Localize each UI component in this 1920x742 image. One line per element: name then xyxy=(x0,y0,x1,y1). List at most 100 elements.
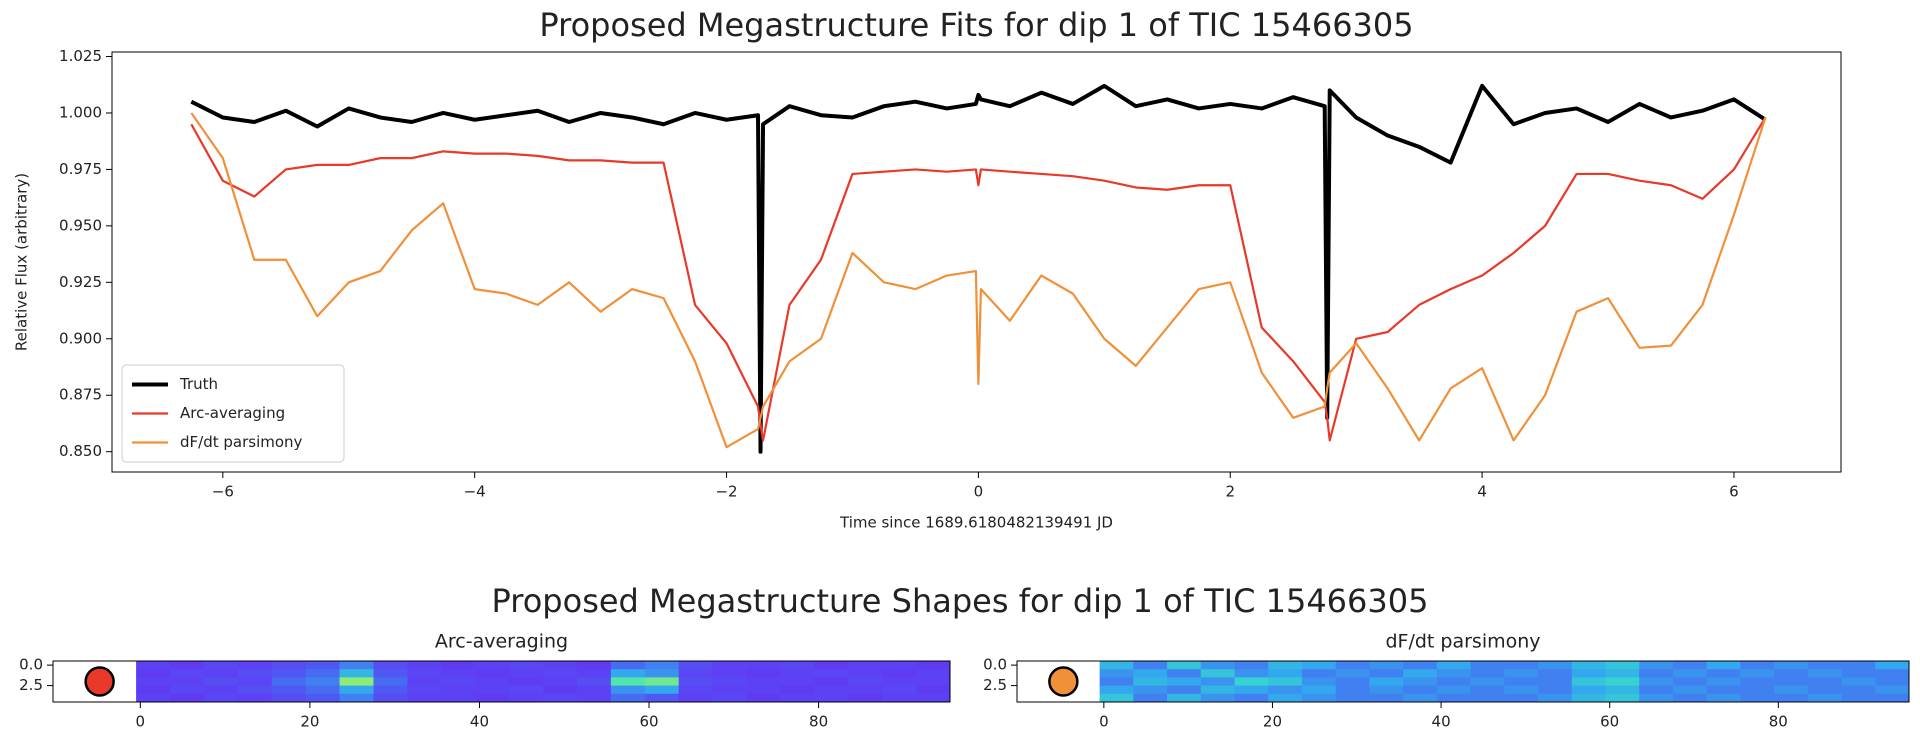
heat-cell xyxy=(1403,669,1438,678)
heat-cell xyxy=(1167,685,1202,695)
heat-cell xyxy=(1099,685,1134,695)
heat-cell xyxy=(1133,661,1168,670)
heat-cell xyxy=(407,685,442,695)
heat-cell xyxy=(203,693,239,703)
y-tick-label: 2.5 xyxy=(983,676,1007,694)
heat-cell xyxy=(203,685,239,695)
heat-cell xyxy=(475,685,510,695)
heat-cell xyxy=(1605,661,1640,670)
heat-cell xyxy=(712,669,747,678)
heat-cell xyxy=(136,677,171,686)
heat-cell xyxy=(814,677,849,686)
heat-cell xyxy=(1268,669,1303,678)
plot-frame xyxy=(52,660,951,703)
heat-cell xyxy=(1335,685,1370,695)
heat-cell xyxy=(1335,677,1370,686)
heat-cell xyxy=(543,685,578,695)
series-line xyxy=(190,116,1767,442)
heat-cell xyxy=(339,661,374,670)
y-tick-label: 0.850 xyxy=(59,442,102,460)
heat-cell xyxy=(1167,661,1202,670)
heat-cell xyxy=(1740,677,1775,686)
heat-cell xyxy=(848,693,883,703)
heat-cell xyxy=(1335,669,1370,678)
heat-cell xyxy=(1200,693,1235,703)
heat-cell xyxy=(339,693,374,703)
heat-cell xyxy=(1504,677,1539,686)
heat-cell xyxy=(136,661,171,670)
heat-cell xyxy=(1301,677,1337,686)
heat-cell xyxy=(1774,677,1809,686)
heat-cell xyxy=(1841,661,1876,670)
heat-cell xyxy=(1706,677,1741,686)
heat-cell xyxy=(1234,693,1269,703)
heat-cell xyxy=(576,669,612,678)
panel-title: dF/dt parsimony xyxy=(1385,631,1540,653)
heat-cell xyxy=(373,677,408,686)
x-tick-label: 40 xyxy=(470,713,489,731)
x-tick-label: 6 xyxy=(1729,483,1739,501)
heat-cell xyxy=(1538,661,1573,670)
heat-cell xyxy=(1200,669,1235,678)
heat-cell xyxy=(237,661,273,670)
heat-cell xyxy=(1875,661,1910,670)
heat-cell xyxy=(882,661,917,670)
heat-cell xyxy=(1875,669,1910,678)
heat-cell xyxy=(1740,669,1775,678)
heat-cell xyxy=(475,661,510,670)
x-tick-label: 4 xyxy=(1477,483,1487,501)
heat-cell xyxy=(1133,685,1168,695)
x-tick-label: 60 xyxy=(1600,713,1619,731)
heat-cell xyxy=(373,685,408,695)
heat-cell xyxy=(203,661,239,670)
heat-cell xyxy=(1403,685,1438,695)
heat-cell xyxy=(271,685,307,695)
heat-cell xyxy=(1436,693,1471,703)
heat-cell xyxy=(1807,661,1842,670)
heat-cell xyxy=(1841,685,1876,695)
heat-cell xyxy=(271,669,307,678)
heat-cell xyxy=(1571,693,1606,703)
heat-cell xyxy=(271,693,307,703)
x-tick-label: −2 xyxy=(715,483,737,501)
heat-cell xyxy=(644,661,680,670)
heat-cell xyxy=(543,661,578,670)
heat-cell xyxy=(1571,677,1606,686)
heat-cell xyxy=(1504,693,1539,703)
panel-title: Arc-averaging xyxy=(435,631,568,653)
heat-cell xyxy=(407,669,442,678)
heat-cell xyxy=(746,693,781,703)
y-tick-label: 0.875 xyxy=(59,386,102,404)
heat-cell xyxy=(610,685,646,695)
heat-cell xyxy=(170,661,205,670)
heat-cell xyxy=(712,677,747,686)
heat-cell xyxy=(1268,661,1303,670)
legend-label: Arc-averaging xyxy=(180,404,285,422)
heat-cell xyxy=(441,661,476,670)
heat-cell xyxy=(1167,677,1202,686)
heat-cell xyxy=(305,693,340,703)
heat-cell xyxy=(1706,661,1741,670)
heat-cell xyxy=(1234,661,1269,670)
heat-cell xyxy=(882,677,917,686)
x-tick-label: 2 xyxy=(1225,483,1235,501)
legend-label: dF/dt parsimony xyxy=(180,433,303,451)
heat-cell xyxy=(610,669,646,678)
heat-cell xyxy=(1605,677,1640,686)
heat-cell xyxy=(1301,661,1337,670)
heat-cell xyxy=(916,669,951,678)
heat-cell xyxy=(1538,693,1573,703)
heat-cell xyxy=(678,693,714,703)
heat-cell xyxy=(1672,677,1708,686)
heat-cell xyxy=(1234,685,1269,695)
x-tick-label: 80 xyxy=(809,713,828,731)
heat-cell xyxy=(1571,661,1606,670)
heat-cell xyxy=(1538,669,1573,678)
heat-cell xyxy=(441,693,476,703)
heat-cell xyxy=(814,693,849,703)
heat-cell xyxy=(1099,661,1134,670)
heat-cell xyxy=(441,685,476,695)
heat-cell xyxy=(305,669,340,678)
y-tick-label: 1.000 xyxy=(59,103,102,121)
heat-cell xyxy=(1706,669,1741,678)
